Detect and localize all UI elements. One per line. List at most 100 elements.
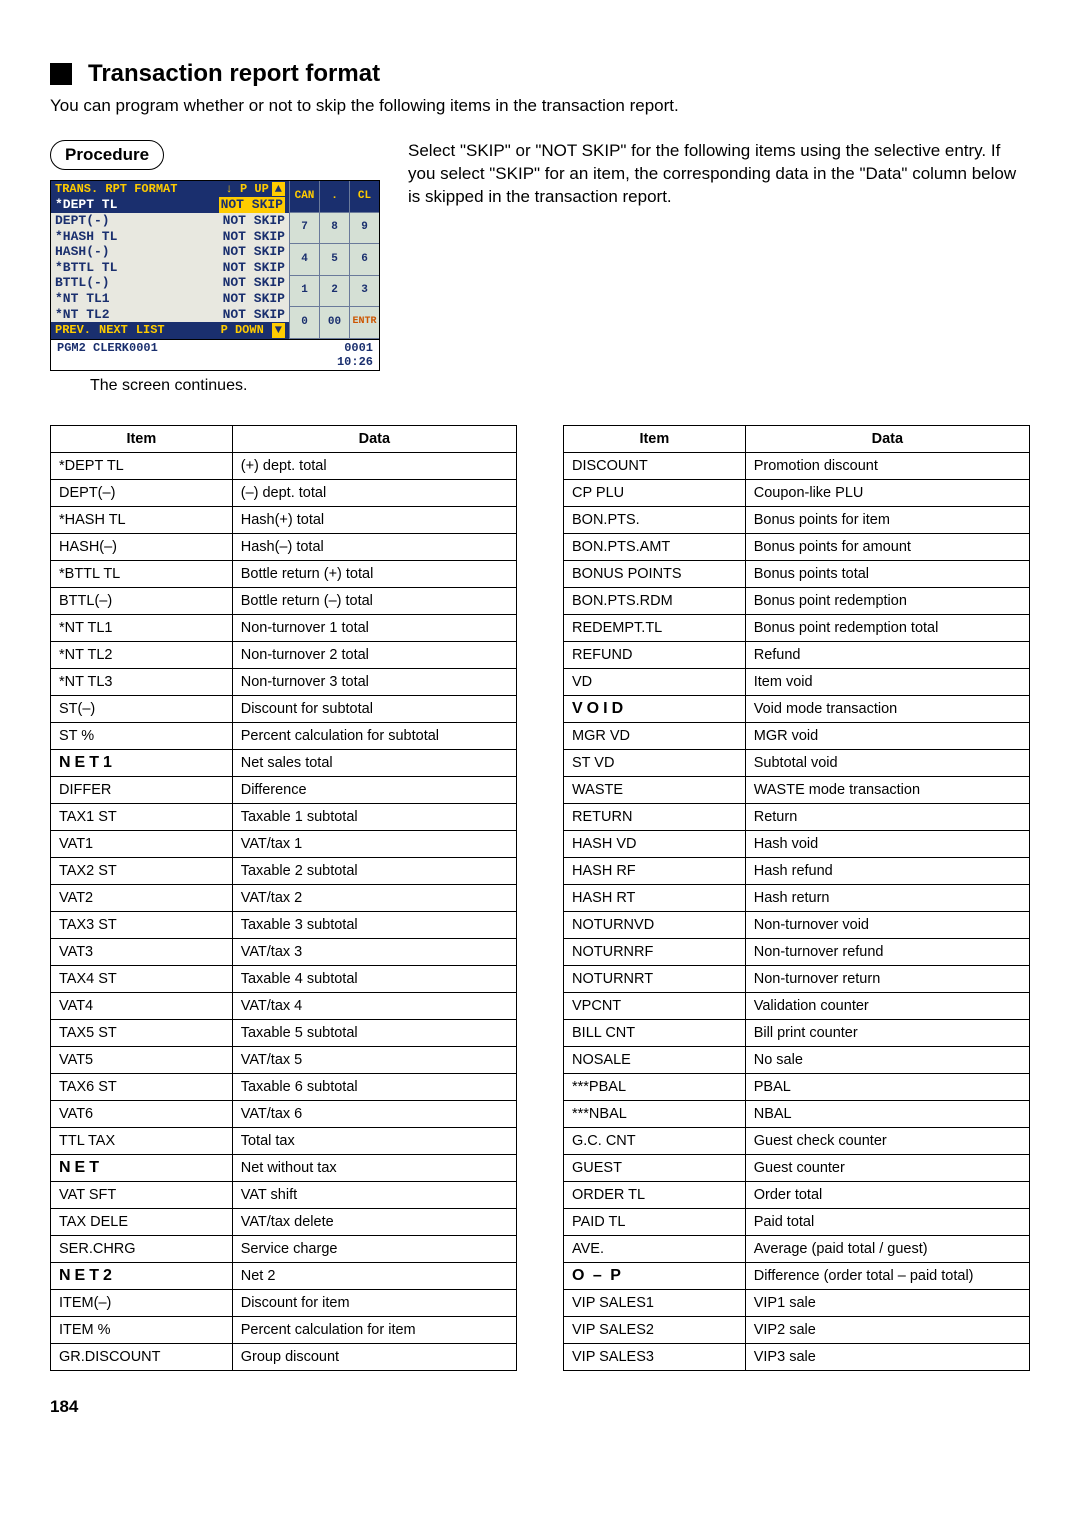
cell-data: Non-turnover 3 total bbox=[232, 668, 516, 695]
table-row: *DEPT TL(+) dept. total bbox=[51, 452, 517, 479]
pos-key[interactable]: 5 bbox=[319, 244, 349, 276]
cell-item: ***PBAL bbox=[564, 1073, 746, 1100]
pos-key[interactable]: 3 bbox=[349, 276, 379, 308]
table-row: VPCNTValidation counter bbox=[564, 992, 1030, 1019]
cell-data: Non-turnover 1 total bbox=[232, 614, 516, 641]
cell-item: TAX4 ST bbox=[51, 965, 233, 992]
cell-data: Hash(+) total bbox=[232, 506, 516, 533]
table-row: *NT TL3Non-turnover 3 total bbox=[51, 668, 517, 695]
table-row: VAT SFTVAT shift bbox=[51, 1181, 517, 1208]
cell-data: NBAL bbox=[745, 1100, 1029, 1127]
cell-data: Bonus point redemption total bbox=[745, 614, 1029, 641]
cell-item: AVE. bbox=[564, 1235, 746, 1262]
cell-data: Taxable 4 subtotal bbox=[232, 965, 516, 992]
cell-item: TAX1 ST bbox=[51, 803, 233, 830]
pos-key[interactable]: 7 bbox=[289, 213, 319, 245]
cell-data: Percent calculation for subtotal bbox=[232, 722, 516, 749]
cell-data: VAT/tax delete bbox=[232, 1208, 516, 1235]
cell-item: BON.PTS. bbox=[564, 506, 746, 533]
table-row: TAX DELEVAT/tax delete bbox=[51, 1208, 517, 1235]
pos-key[interactable]: 1 bbox=[289, 276, 319, 308]
pos-line-value: NOT SKIP bbox=[223, 260, 285, 276]
cell-item: SER.CHRG bbox=[51, 1235, 233, 1262]
cell-item: G.C. CNT bbox=[564, 1127, 746, 1154]
down-arrow-icon: ↓ bbox=[223, 182, 235, 196]
cell-item: NOSALE bbox=[564, 1046, 746, 1073]
table-row: DISCOUNTPromotion discount bbox=[564, 452, 1030, 479]
cell-data: Taxable 5 subtotal bbox=[232, 1019, 516, 1046]
table-row: NET2Net 2 bbox=[51, 1262, 517, 1289]
cell-data: Order total bbox=[745, 1181, 1029, 1208]
cell-data: Percent calculation for item bbox=[232, 1316, 516, 1343]
cell-data: Subtotal void bbox=[745, 749, 1029, 776]
pos-key[interactable]: ENTR bbox=[349, 307, 379, 339]
table-row: VIP SALES3VIP3 sale bbox=[564, 1343, 1030, 1370]
cell-item: NOTURNRT bbox=[564, 965, 746, 992]
cell-item: VOID bbox=[564, 695, 746, 722]
pos-key[interactable]: 8 bbox=[319, 213, 349, 245]
cell-item: *DEPT TL bbox=[51, 452, 233, 479]
table-row: NOSALENo sale bbox=[564, 1046, 1030, 1073]
page-number: 184 bbox=[50, 1397, 1030, 1417]
cell-data: VAT/tax 1 bbox=[232, 830, 516, 857]
heading: Transaction report format bbox=[88, 60, 380, 88]
table-row: HASH RTHash return bbox=[564, 884, 1030, 911]
pos-key[interactable]: 6 bbox=[349, 244, 379, 276]
table-row: DIFFERDifference bbox=[51, 776, 517, 803]
pos-list: LIST bbox=[136, 323, 165, 337]
pos-key[interactable]: . bbox=[319, 181, 349, 213]
cell-data: Guest counter bbox=[745, 1154, 1029, 1181]
cell-item: TTL TAX bbox=[51, 1127, 233, 1154]
section-title: Transaction report format bbox=[50, 60, 1030, 88]
cell-data: Bonus points for item bbox=[745, 506, 1029, 533]
cell-item: ITEM % bbox=[51, 1316, 233, 1343]
pos-line-value: NOT SKIP bbox=[223, 291, 285, 307]
pos-key[interactable]: 9 bbox=[349, 213, 379, 245]
pos-line: *NT TL2NOT SKIP bbox=[51, 307, 289, 323]
cell-item: REFUND bbox=[564, 641, 746, 668]
cell-data: Item void bbox=[745, 668, 1029, 695]
table-row: MGR VDMGR void bbox=[564, 722, 1030, 749]
cell-item: *HASH TL bbox=[51, 506, 233, 533]
cell-data: Discount for subtotal bbox=[232, 695, 516, 722]
pos-screen: TRANS. RPT FORMAT ↓ P UP ▲ *DEPT TLNOT S… bbox=[50, 180, 380, 340]
cell-data: Non-turnover void bbox=[745, 911, 1029, 938]
pos-key[interactable]: 4 bbox=[289, 244, 319, 276]
cell-data: Refund bbox=[745, 641, 1029, 668]
cell-item: GR.DISCOUNT bbox=[51, 1343, 233, 1370]
pos-line: *DEPT TLNOT SKIP bbox=[51, 197, 289, 213]
cell-data: VIP1 sale bbox=[745, 1289, 1029, 1316]
cell-data: Hash return bbox=[745, 884, 1029, 911]
cell-item: VPCNT bbox=[564, 992, 746, 1019]
table-row: ORDER TLOrder total bbox=[564, 1181, 1030, 1208]
cell-item: WASTE bbox=[564, 776, 746, 803]
pos-key[interactable]: 2 bbox=[319, 276, 349, 308]
pos-line-label: *NT TL1 bbox=[55, 291, 223, 307]
table-row: HASH RFHash refund bbox=[564, 857, 1030, 884]
pos-line-label: BTTL(-) bbox=[55, 275, 223, 291]
table-row: SER.CHRGService charge bbox=[51, 1235, 517, 1262]
pos-key[interactable]: CL bbox=[349, 181, 379, 213]
cell-data: Net 2 bbox=[232, 1262, 516, 1289]
left-table: Item Data *DEPT TL(+) dept. totalDEPT(–)… bbox=[50, 425, 517, 1371]
pos-line-label: HASH(-) bbox=[55, 244, 223, 260]
cell-data: Return bbox=[745, 803, 1029, 830]
cell-data: MGR void bbox=[745, 722, 1029, 749]
right-table: Item Data DISCOUNTPromotion discountCP P… bbox=[563, 425, 1030, 1371]
cell-item: NET bbox=[51, 1154, 233, 1181]
cell-item: NOTURNVD bbox=[564, 911, 746, 938]
pos-key[interactable]: 0 bbox=[289, 307, 319, 339]
pos-key[interactable]: 00 bbox=[319, 307, 349, 339]
cell-data: PBAL bbox=[745, 1073, 1029, 1100]
cell-item: VIP SALES1 bbox=[564, 1289, 746, 1316]
table-row: VAT3VAT/tax 3 bbox=[51, 938, 517, 965]
cell-item: NET1 bbox=[51, 749, 233, 776]
pos-key[interactable]: CAN bbox=[289, 181, 319, 213]
cell-item: VAT2 bbox=[51, 884, 233, 911]
table-row: GUESTGuest counter bbox=[564, 1154, 1030, 1181]
table-row: TAX4 STTaxable 4 subtotal bbox=[51, 965, 517, 992]
cell-data: Bill print counter bbox=[745, 1019, 1029, 1046]
pos-prev: PREV. bbox=[55, 323, 91, 337]
pos-header-title: TRANS. RPT FORMAT bbox=[55, 182, 221, 196]
cell-item: DISCOUNT bbox=[564, 452, 746, 479]
